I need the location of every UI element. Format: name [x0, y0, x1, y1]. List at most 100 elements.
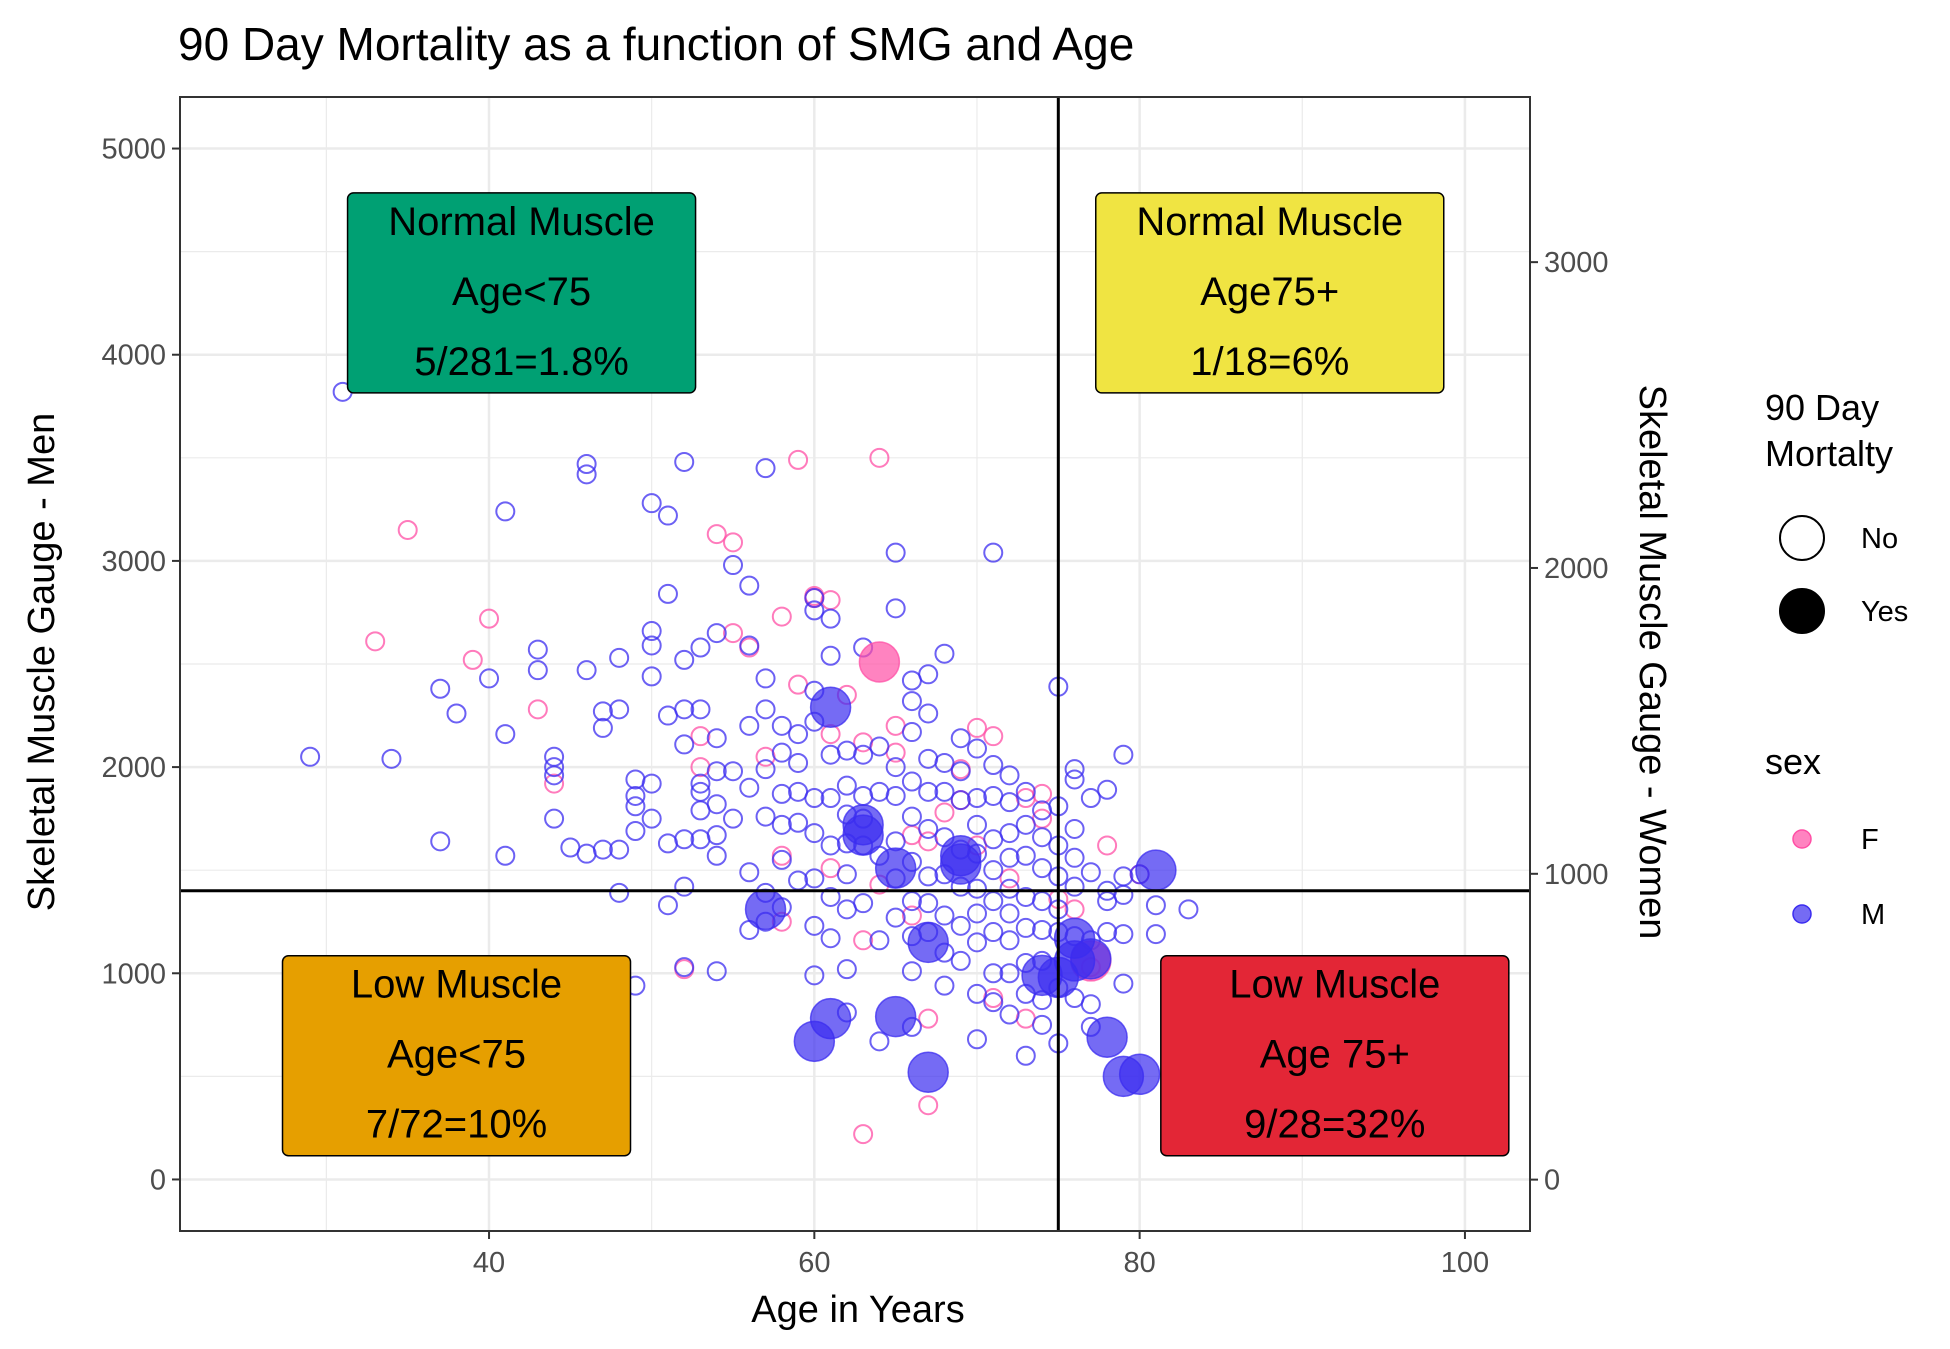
quadrant-box-1: Normal Muscle Age<75 5/281=1.8%: [346, 192, 697, 394]
quadrant-box-3: Low Muscle Age<75 7/72=10%: [281, 954, 632, 1157]
data-point-f-no: [479, 608, 500, 629]
x-tick-label: 100: [1441, 1247, 1489, 1279]
data-point-m-no: [820, 608, 841, 629]
data-point-m-no: [1015, 845, 1036, 866]
quadrant-box-label: Low Muscle: [351, 963, 562, 1007]
data-point-m-no: [576, 464, 597, 485]
data-point-m-no: [1064, 818, 1085, 839]
data-point-m-yes: [874, 995, 917, 1038]
data-point-m-no: [706, 794, 727, 815]
data-point-f-no: [723, 532, 744, 553]
data-point-m-no: [966, 932, 987, 953]
data-point-f-no: [853, 1124, 874, 1145]
data-point-m-no: [999, 823, 1020, 844]
y-axis-right: 0 1000 2000 3000: [1530, 247, 1609, 1197]
data-point-m-no: [706, 761, 727, 782]
data-point-m-no: [625, 785, 646, 806]
data-point-m-no: [690, 699, 711, 720]
data-point-m-no: [641, 621, 662, 642]
data-point-m-no: [999, 1004, 1020, 1025]
data-point-m-no: [1032, 919, 1053, 940]
data-point-m-no: [690, 781, 711, 802]
data-point-m-no: [674, 957, 695, 978]
data-point-m-no: [983, 963, 1004, 984]
data-point-m-no: [1032, 827, 1053, 848]
data-point-m-no: [999, 847, 1020, 868]
data-point-m-no: [641, 493, 662, 514]
data-point-m-no: [885, 598, 906, 619]
legend-size-title: Mortalty: [1765, 433, 1893, 474]
data-point-m-no: [657, 583, 678, 604]
data-point-m-no: [771, 742, 792, 763]
data-point-f-no: [999, 868, 1020, 889]
data-point-m-no: [706, 961, 727, 982]
data-point-m-yes: [907, 921, 949, 964]
legend-color-key-m: [1792, 904, 1812, 924]
data-point-m-no: [1097, 922, 1118, 943]
data-point-m-no: [300, 746, 321, 767]
data-point-m-no: [901, 961, 922, 982]
data-point-m-no: [690, 637, 711, 658]
data-point-m-no: [1015, 814, 1036, 835]
data-point-m-no: [1064, 847, 1085, 868]
legend-color-label: M: [1861, 899, 1885, 931]
data-point-m-no: [804, 588, 825, 609]
data-point-m-yes: [1070, 938, 1112, 980]
data-point-m-no: [918, 664, 939, 685]
data-point-m-no: [479, 668, 500, 689]
data-point-m-no: [495, 501, 516, 522]
data-point-m-no: [723, 761, 744, 782]
data-point-m-yes: [939, 843, 982, 885]
y-tick-label: 5000: [101, 134, 166, 166]
data-point-m-no: [755, 458, 776, 479]
y-tick-label: 0: [150, 1164, 166, 1196]
data-point-m-no: [999, 930, 1020, 951]
data-point-m-no: [576, 660, 597, 681]
data-point-m-no: [836, 775, 857, 796]
data-point-m-no: [901, 722, 922, 743]
data-point-m-yes: [1086, 1016, 1128, 1058]
y2-axis-title: Skeletal Muscle Gauge - Women: [1631, 385, 1673, 940]
data-point-m-no: [918, 781, 939, 802]
legend: 90 Day Mortalty No Yes sex F M: [1765, 387, 1908, 931]
data-point-m-no: [1032, 858, 1053, 879]
y-tick-label: 1000: [101, 958, 166, 990]
x-axis-title: Age in Years: [751, 1289, 964, 1331]
y2-tick-label: 0: [1544, 1165, 1560, 1197]
y-tick-label: 2000: [101, 752, 166, 784]
data-point-m-no: [1064, 876, 1085, 897]
data-point-m-no: [820, 835, 841, 856]
chart-title: 90 Day Mortality as a function of SMG an…: [178, 18, 1134, 70]
data-point-m-no: [983, 755, 1004, 776]
data-point-m-no: [544, 808, 565, 829]
data-point-m-no: [723, 555, 744, 576]
data-point-m-no: [983, 922, 1004, 943]
data-point-m-no: [918, 866, 939, 887]
data-point-m-yes: [809, 686, 852, 729]
data-point-m-no: [999, 903, 1020, 924]
data-point-m-no: [1145, 895, 1166, 916]
data-point-m-yes: [907, 1051, 949, 1093]
quadrant-box-label: Low Muscle: [1229, 963, 1440, 1007]
quadrant-box-label: Age 75+: [1260, 1033, 1410, 1077]
data-point-m-no: [739, 715, 760, 736]
data-point-m-no: [609, 839, 630, 860]
data-point-m-yes: [842, 814, 884, 856]
quadrant-box-2: Normal Muscle Age75+ 1/18=6%: [1095, 192, 1445, 394]
data-point-m-no: [1032, 1014, 1053, 1035]
data-point-m-no: [788, 724, 809, 745]
data-point-m-no: [820, 886, 841, 907]
data-point-m-no: [934, 781, 955, 802]
data-point-m-no: [804, 788, 825, 809]
quadrant-box-background: [346, 192, 697, 394]
data-point-m-no: [771, 814, 792, 835]
data-point-m-no: [706, 845, 727, 866]
data-point-m-no: [853, 744, 874, 765]
data-point-m-no: [592, 701, 613, 722]
data-point-m-no: [885, 907, 906, 928]
data-point-m-no: [576, 454, 597, 475]
data-point-m-no: [869, 736, 890, 757]
quadrant-box-background: [281, 954, 632, 1157]
data-point-f-no: [983, 726, 1004, 747]
